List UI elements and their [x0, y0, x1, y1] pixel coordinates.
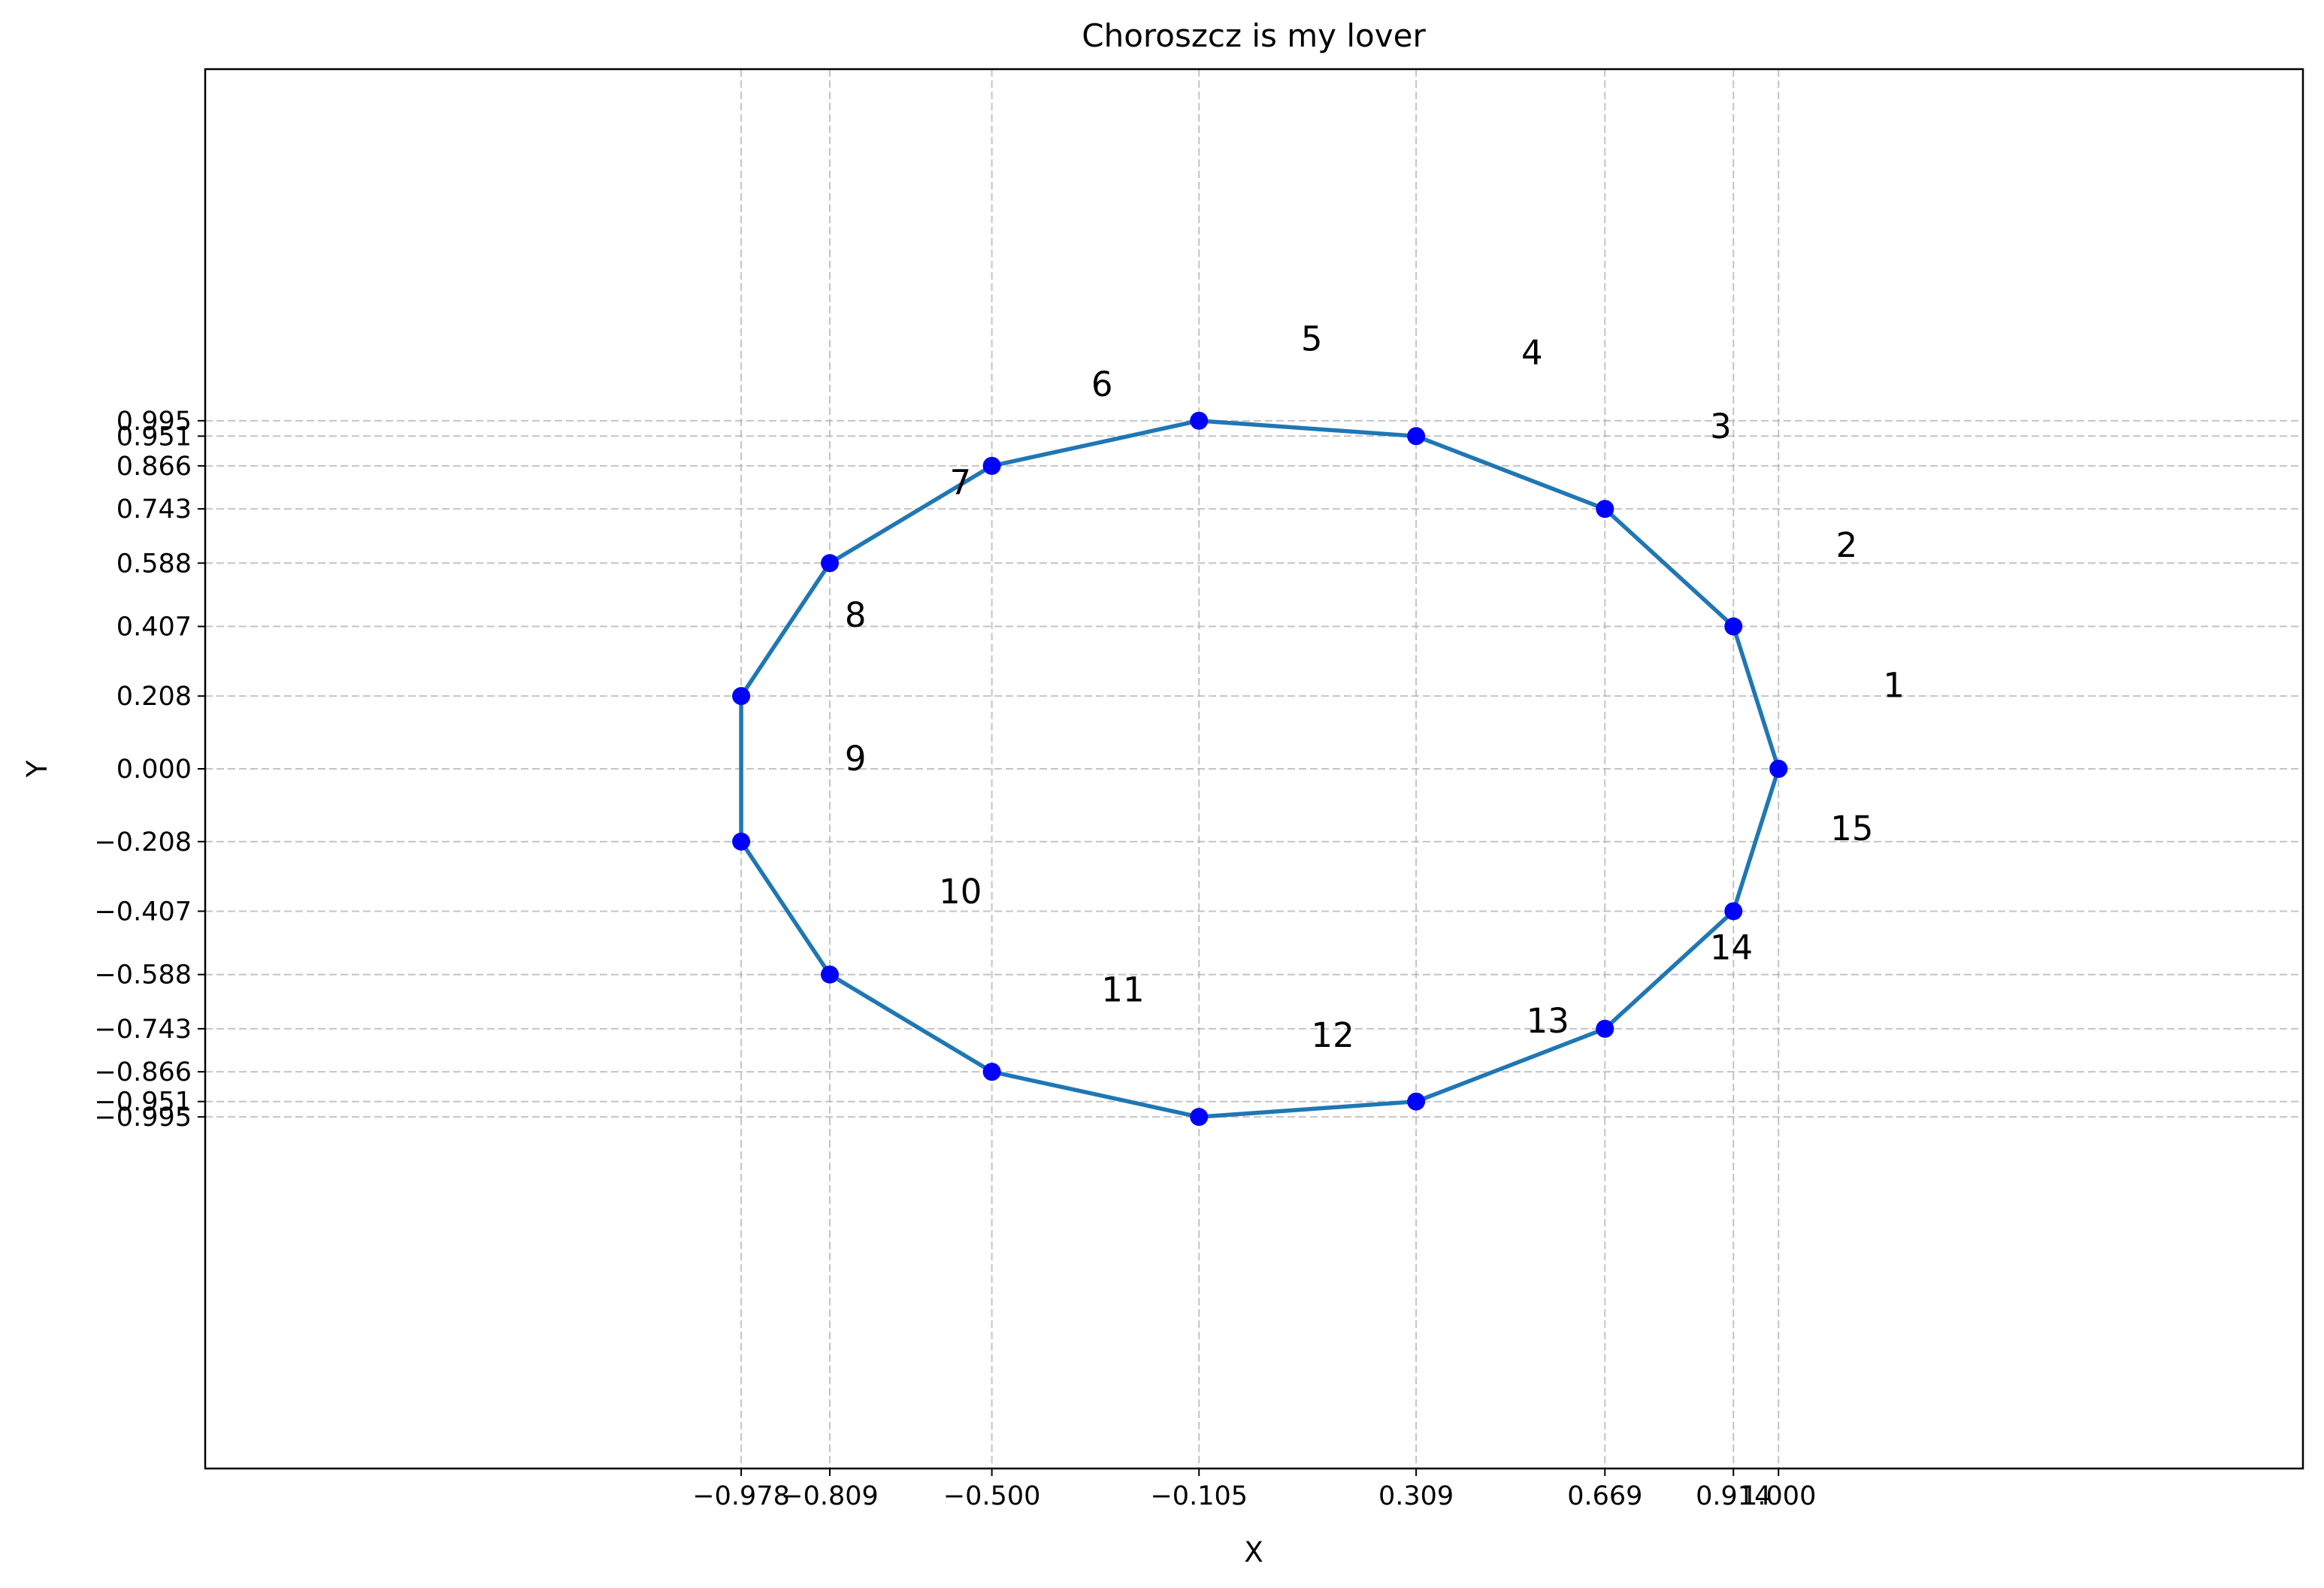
- x-tick-label: 0.309: [1378, 1481, 1454, 1511]
- y-tick-label: −0.208: [94, 827, 192, 858]
- y-tick-label: −0.407: [94, 897, 192, 927]
- data-point: [982, 1063, 1001, 1081]
- point-label: 13: [1527, 1001, 1569, 1041]
- y-tick-label: 0.743: [117, 495, 192, 525]
- data-point: [1596, 500, 1614, 519]
- point-label: 11: [1101, 969, 1144, 1009]
- chart-title: Choroszcz is my lover: [1082, 17, 1426, 54]
- point-label: 9: [845, 739, 867, 779]
- point-label: 1: [1883, 665, 1905, 705]
- y-tick-label: 0.000: [117, 755, 192, 785]
- data-point: [982, 456, 1001, 475]
- y-tick-label: 0.951: [117, 422, 192, 452]
- x-tick-label: −0.500: [943, 1481, 1041, 1511]
- data-point: [732, 832, 751, 851]
- point-label: 5: [1301, 319, 1323, 358]
- y-tick-label: 0.208: [117, 682, 192, 712]
- point-label: 10: [939, 872, 982, 912]
- point-label: 2: [1836, 525, 1858, 565]
- y-tick-label: 0.995: [117, 407, 192, 437]
- x-tick-label: 0.914: [1696, 1481, 1771, 1511]
- x-axis-label: X: [1244, 1536, 1263, 1568]
- point-label: 8: [845, 595, 867, 635]
- data-point: [1190, 411, 1209, 430]
- point-label: 4: [1521, 333, 1543, 373]
- data-point: [1407, 427, 1426, 446]
- x-axis-ticks: −0.978−0.809 −0.500 −0.105 0.309 0.669 0.9141…: [692, 1469, 1816, 1511]
- y-tick-label: −0.951: [94, 1087, 192, 1118]
- y-tick-label: −0.743: [94, 1015, 192, 1045]
- point-label: 6: [1091, 364, 1113, 404]
- data-point: [1407, 1092, 1426, 1111]
- x-tick-label: −0.809: [781, 1481, 879, 1511]
- data-point: [1769, 760, 1788, 778]
- data-point: [821, 554, 840, 573]
- x-tick-label: −0.105: [1150, 1481, 1248, 1511]
- point-label: 15: [1830, 809, 1873, 848]
- y-tick-label: −0.588: [94, 960, 192, 991]
- point-label: 7: [949, 462, 971, 502]
- data-point: [1724, 902, 1743, 921]
- data-point: [1596, 1019, 1614, 1038]
- x-tick-label: −0.978: [692, 1481, 790, 1511]
- series-line: [739, 419, 1781, 1119]
- data-series: [732, 411, 1788, 1127]
- point-label: 3: [1710, 407, 1732, 446]
- point-label: 12: [1312, 1015, 1354, 1055]
- grid: [205, 69, 2303, 1469]
- data-point: [732, 687, 751, 706]
- x-tick-label: 0.669: [1567, 1481, 1642, 1511]
- y-tick-label: −0.866: [94, 1057, 192, 1087]
- x-tick-label: 1.000: [1741, 1481, 1816, 1511]
- data-point: [821, 965, 840, 984]
- y-tick-label: −0.995: [94, 1103, 192, 1133]
- y-tick-label: 0.588: [117, 549, 192, 579]
- y-axis-label: Y: [21, 760, 53, 778]
- data-point: [1724, 617, 1743, 636]
- data-point: [1190, 1108, 1209, 1127]
- y-tick-label: 0.866: [117, 452, 192, 482]
- point-label: 14: [1710, 927, 1753, 967]
- y-tick-label: 0.407: [117, 613, 192, 643]
